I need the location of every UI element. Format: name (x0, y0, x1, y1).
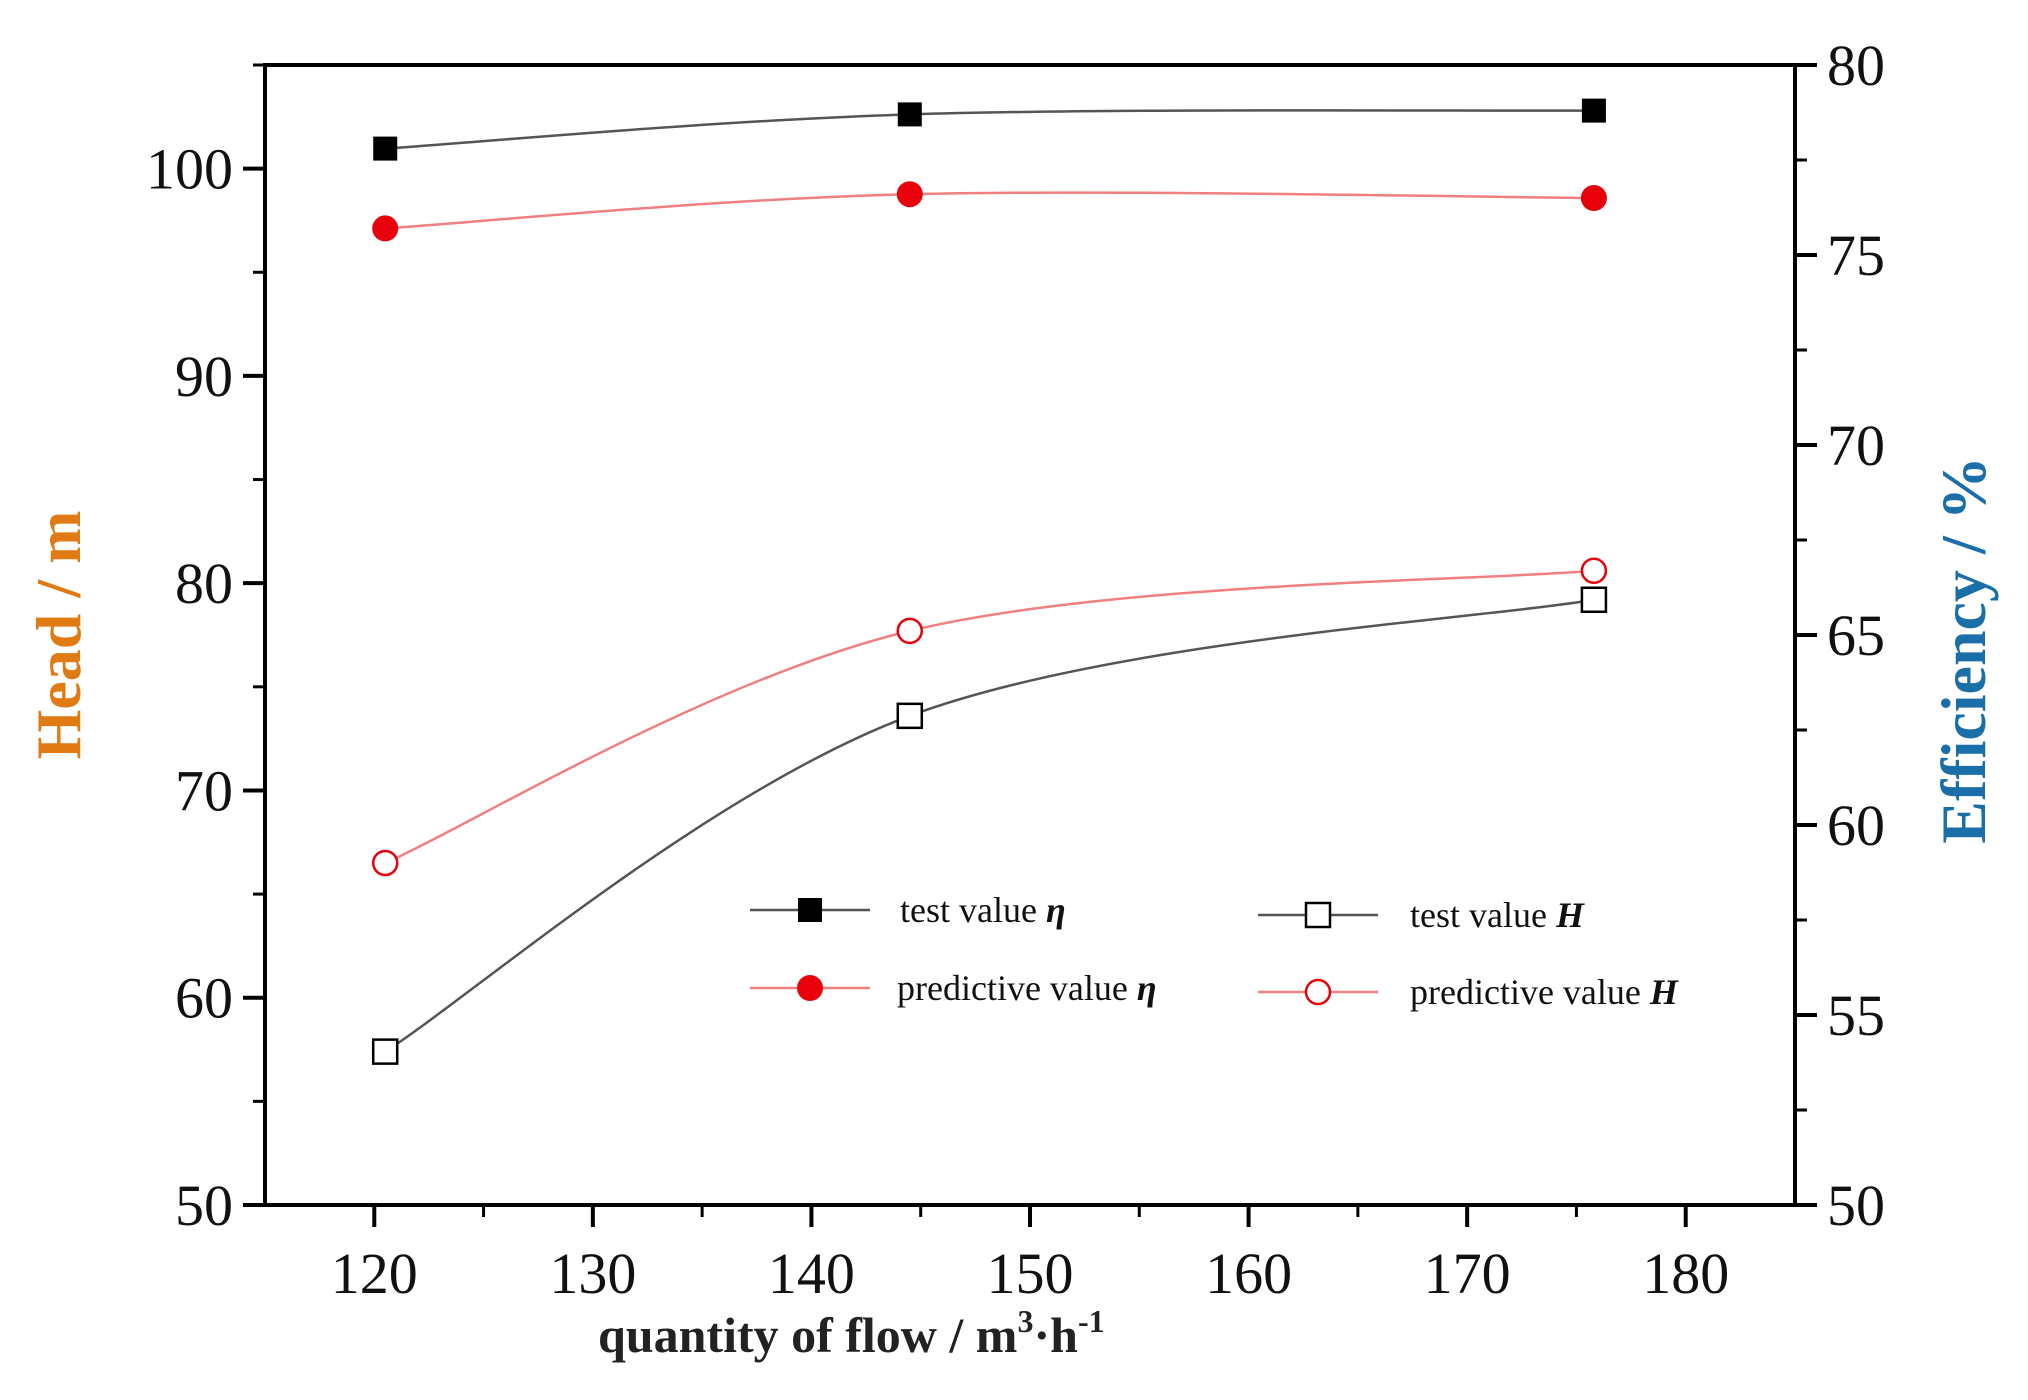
data-point (1581, 98, 1606, 123)
legend-label: test value H (1410, 895, 1585, 935)
data-point (897, 102, 922, 127)
y-left-tick-label: 50 (175, 1173, 233, 1238)
data-point (896, 181, 923, 208)
legend-label-text: predictive value (1410, 972, 1650, 1012)
legend-marker (1304, 901, 1332, 929)
legend-label: test value η (900, 890, 1066, 930)
y-left-tick-label: 70 (175, 758, 233, 823)
series-line-1 (385, 191, 1594, 230)
x-tick-label: 120 (331, 1241, 418, 1306)
y-axis-left-title: Head / m (23, 511, 94, 760)
y-axis-right-title: Efficiency / % (1928, 456, 1999, 843)
series-lines (384, 109, 1595, 1053)
legend-label: predictive value η (897, 968, 1157, 1008)
data-point (372, 215, 399, 242)
data-point (371, 849, 399, 877)
x-tick-label: 160 (1205, 1241, 1292, 1306)
legend-label-text: test value (1410, 895, 1556, 935)
y-left-tick-label: 90 (175, 344, 233, 409)
x-axis-title-main: quantity of flow / m (598, 1307, 1017, 1363)
y-right-tick-label: 50 (1827, 1173, 1885, 1238)
legend-label-text: predictive value (897, 968, 1137, 1008)
legend-label-text: test value (900, 890, 1046, 930)
data-point (896, 702, 924, 730)
y-right-tick-label: 75 (1827, 223, 1885, 288)
legend-label-symbol: η (1137, 968, 1157, 1008)
legend-marker (797, 975, 823, 1001)
plot-area (263, 63, 1797, 1207)
legend-label-symbol: H (1649, 972, 1679, 1012)
x-tick-label: 180 (1642, 1241, 1729, 1306)
x-tick-label: 150 (987, 1241, 1074, 1306)
x-tick-label: 170 (1424, 1241, 1511, 1306)
y-right-tick-label: 60 (1827, 793, 1885, 858)
legend-label: predictive value H (1410, 972, 1679, 1012)
y-right-tick-label: 55 (1827, 983, 1885, 1048)
series-markers (371, 98, 1608, 1065)
y-left-tick-label: 60 (175, 966, 233, 1031)
y-right-tick-label: 80 (1827, 33, 1885, 98)
x-axis-title-sup2: -1 (1078, 1303, 1105, 1339)
series-line-3 (384, 569, 1595, 865)
legend-marker (1304, 978, 1332, 1006)
x-tick-label: 140 (768, 1241, 855, 1306)
x-axis-title-mid: ·h (1033, 1307, 1078, 1363)
y-left-tick-label: 100 (146, 137, 233, 202)
data-point (1580, 185, 1607, 211)
legend-marker (798, 898, 822, 922)
legend-label-symbol: H (1555, 895, 1585, 935)
y-left-tick-label: 80 (175, 551, 233, 616)
y-right-tick-label: 65 (1827, 603, 1885, 668)
data-point (373, 136, 398, 161)
data-point (1580, 557, 1608, 584)
x-axis-title-sup1: 3 (1017, 1303, 1033, 1339)
y-right-tick-label: 70 (1827, 413, 1885, 478)
series-line-0 (385, 109, 1594, 150)
data-point (371, 1038, 399, 1065)
legend-label-symbol: η (1046, 890, 1066, 930)
x-tick-label: 130 (549, 1241, 636, 1306)
data-point (896, 617, 924, 645)
data-point (1580, 586, 1608, 614)
ticks: 120 130 140 150 160 170 180 50 60 70 80 90 100 50 55 60… (146, 33, 1885, 1306)
x-axis-title: quantity of flow / m3·h-1 (598, 1303, 1105, 1363)
